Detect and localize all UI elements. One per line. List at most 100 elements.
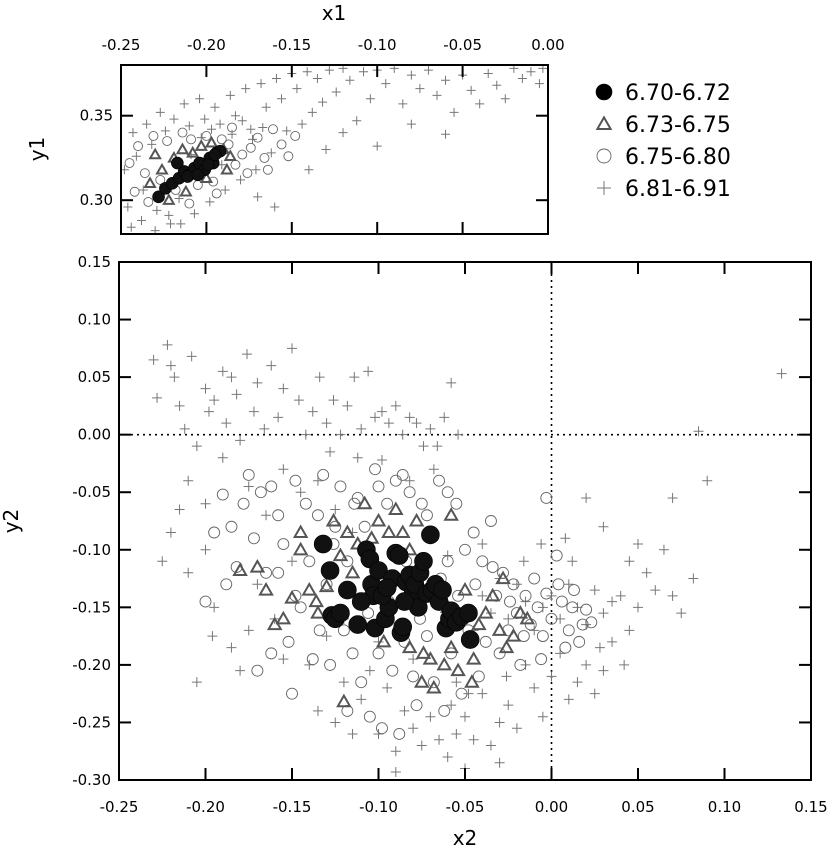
- main-point: [312, 509, 324, 522]
- inset-x-tick-label: -0.25: [102, 36, 141, 54]
- main-point: [282, 635, 295, 648]
- main-point: [208, 526, 221, 539]
- main-point: [585, 616, 598, 629]
- main-point: [607, 596, 618, 607]
- main-point: [183, 475, 194, 486]
- main-point: [200, 383, 211, 394]
- inset-point: [162, 193, 176, 205]
- legend-marker: [595, 115, 613, 130]
- main-point: [443, 507, 459, 521]
- main-point: [511, 723, 522, 734]
- inset-point: [174, 194, 184, 204]
- main-point: [152, 392, 163, 403]
- inset-point: [381, 79, 391, 89]
- main-point: [581, 659, 592, 670]
- inset-point: [162, 136, 173, 147]
- main-point: [310, 605, 326, 619]
- main-point: [505, 628, 522, 642]
- main-point: [251, 664, 264, 677]
- main-point: [347, 728, 358, 739]
- main-point: [485, 515, 497, 527]
- main-point: [568, 584, 580, 597]
- main-point: [433, 580, 452, 600]
- main-point: [450, 497, 463, 510]
- main-point: [252, 579, 263, 590]
- inset-point: [152, 190, 165, 204]
- main-point: [157, 556, 168, 567]
- main-point: [519, 589, 532, 602]
- main-point: [572, 677, 583, 688]
- main-point: [235, 665, 246, 676]
- main-point: [363, 366, 374, 377]
- inset-ticks: -0.25 -0.20 -0.15 -0.10 -0.05 0.00 0.30 0.35: [80, 36, 565, 234]
- main-point: [567, 556, 578, 567]
- inset-point: [177, 127, 188, 138]
- inset-point: [128, 128, 138, 138]
- main-y-tick-label: -0.10: [72, 541, 111, 559]
- main-point: [376, 722, 388, 735]
- main-point: [332, 547, 349, 562]
- main-point: [422, 651, 439, 665]
- main-point: [217, 366, 228, 377]
- inset-point: [237, 116, 247, 126]
- main-point: [273, 412, 284, 423]
- main-point: [346, 647, 359, 660]
- main-point: [397, 429, 408, 440]
- main-point: [633, 602, 643, 613]
- inset-point: [184, 121, 194, 131]
- main-point: [441, 555, 454, 568]
- inset-point: [129, 186, 140, 197]
- main-point: [468, 734, 479, 745]
- main-x-tick-label: -0.10: [359, 798, 398, 816]
- main-point: [485, 740, 496, 751]
- main-point: [404, 412, 415, 423]
- main-point: [248, 406, 259, 417]
- main-point: [445, 647, 458, 660]
- inset-point: [223, 149, 237, 161]
- main-point: [581, 492, 592, 503]
- legend-marker: [597, 181, 611, 195]
- main-point: [355, 676, 368, 689]
- main-point: [650, 585, 661, 596]
- main-point: [464, 674, 480, 688]
- main-point: [318, 578, 335, 593]
- inset-point: [253, 192, 263, 202]
- main-point: [179, 423, 190, 434]
- inset-point: [166, 219, 176, 229]
- main-point: [566, 601, 579, 614]
- main-point: [307, 406, 318, 417]
- main-point: [191, 441, 202, 452]
- main-point: [552, 578, 565, 591]
- main-point: [383, 418, 394, 429]
- main-point: [415, 645, 432, 659]
- main-y-tick-label: 0.05: [78, 368, 111, 386]
- main-point: [476, 555, 489, 568]
- legend: 6.70-6.72 6.73-6.75 6.75-6.80 6.81-6.91: [595, 81, 731, 202]
- main-point: [425, 781, 435, 791]
- inset-point: [475, 99, 485, 109]
- main-point: [408, 654, 419, 665]
- main-point: [443, 639, 459, 654]
- main-point: [408, 723, 419, 734]
- main-point: [356, 423, 367, 434]
- main-point: [446, 377, 457, 388]
- inset-point: [160, 126, 170, 136]
- inset-point: [345, 75, 355, 85]
- main-point: [287, 556, 297, 567]
- main-point: [536, 630, 549, 643]
- main-point: [641, 567, 652, 578]
- main-point: [372, 647, 385, 660]
- inset-point: [143, 196, 154, 207]
- main-point: [411, 418, 422, 429]
- inset-point: [297, 119, 307, 129]
- main-point: [308, 593, 324, 608]
- inset-point: [147, 139, 157, 149]
- main-point: [364, 665, 375, 676]
- inset-point: [261, 102, 271, 112]
- legend-label: 6.73-6.75: [625, 113, 731, 138]
- main-y-axis-label: y2: [0, 509, 23, 534]
- main-point: [434, 734, 445, 745]
- inset-x-tick-label: -0.20: [187, 36, 226, 54]
- main-point: [314, 372, 325, 383]
- inset-point: [441, 75, 451, 85]
